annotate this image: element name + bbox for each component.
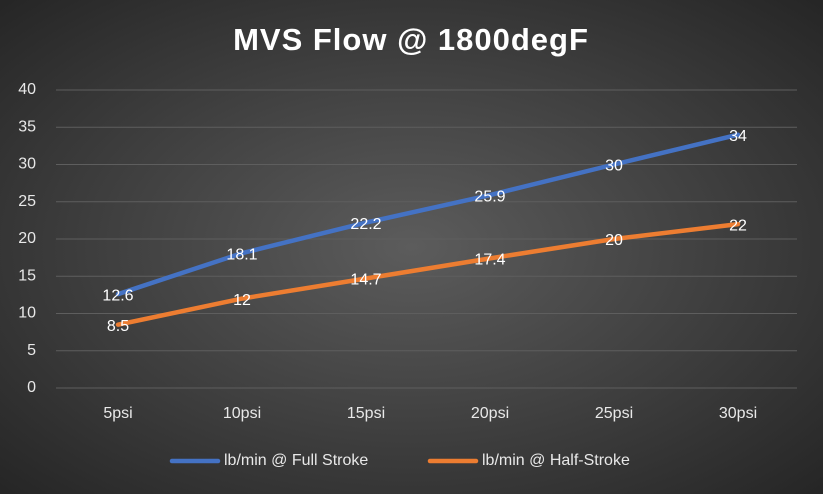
y-tick-label: 35 [18,118,36,135]
x-tick-label: 10psi [223,405,261,422]
chart-title: MVS Flow @ 1800degF [233,22,589,57]
y-tick-label: 25 [18,193,36,210]
y-tick-label: 15 [18,267,36,284]
data-label: 18.1 [226,246,257,263]
data-label: 22.2 [350,216,381,233]
x-tick-label: 20psi [471,405,509,422]
data-label: 14.7 [350,272,381,289]
data-label: 30 [605,158,623,175]
series-line [115,132,741,297]
data-label: 12 [233,292,251,309]
data-label: 12.6 [102,287,133,304]
x-tick-label: 15psi [347,405,385,422]
y-tick-label: 0 [27,379,36,396]
y-tick-label: 30 [18,156,36,173]
y-tick-label: 5 [27,342,36,359]
data-label: 20 [605,232,623,249]
data-label: 34 [729,128,747,145]
legend-label: lb/min @ Full Stroke [224,452,368,469]
x-tick-label: 5psi [103,405,132,422]
y-tick-label: 20 [18,230,36,247]
data-label: 17.4 [474,252,505,269]
y-tick-label: 40 [18,81,36,98]
x-tick-label: 30psi [719,405,757,422]
y-tick-label: 10 [18,305,36,322]
legend-label: lb/min @ Half-Stroke [482,452,630,469]
data-label: 25.9 [474,188,505,205]
series-line [115,221,741,327]
x-tick-label: 25psi [595,405,633,422]
data-label: 22 [729,217,747,234]
data-label: 8.5 [107,318,129,335]
